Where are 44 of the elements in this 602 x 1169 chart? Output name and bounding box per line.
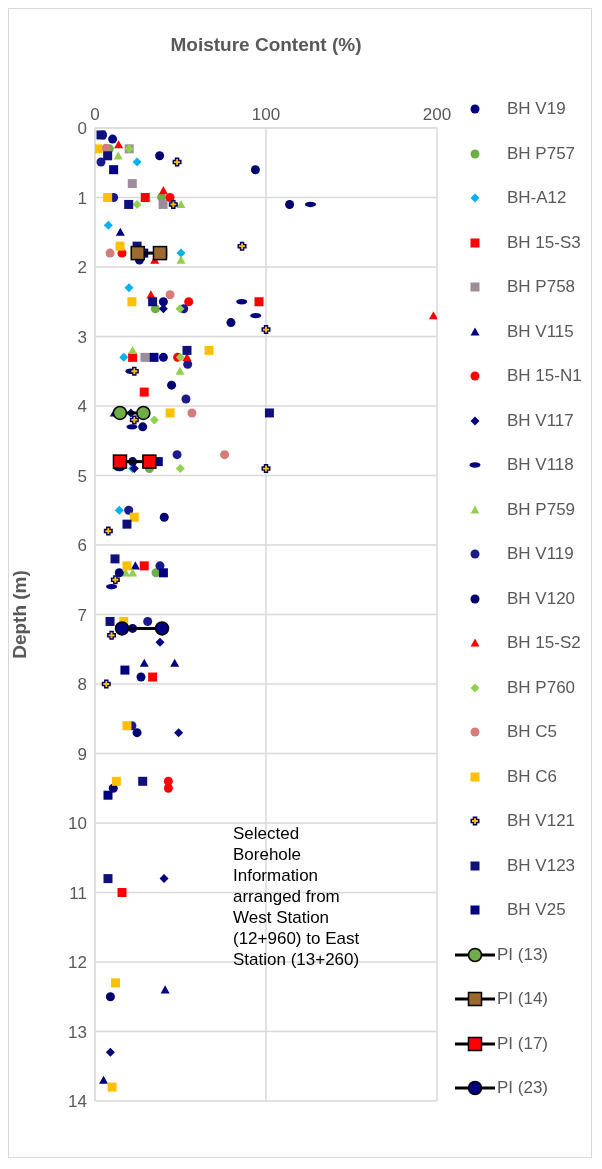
y-tick-label: 0 xyxy=(77,119,87,139)
legend-label: BH V123 xyxy=(507,855,576,876)
legend-label: BH P757 xyxy=(507,143,576,164)
legend-label: BH P759 xyxy=(507,499,576,520)
legend-label: BH 15-S3 xyxy=(507,232,581,253)
legend-label: BH P760 xyxy=(507,677,576,698)
annotation: Selected Borehole Information arranged from West Station (12+960) to East Station (13+260) xyxy=(233,823,361,970)
y-tick-label: 3 xyxy=(77,327,87,347)
legend-label: PI (17) xyxy=(497,1033,549,1054)
legend-label: BH V115 xyxy=(507,321,574,342)
x-tick-label: 100 xyxy=(251,105,281,124)
x-axis-title: Moisture Content (%) xyxy=(170,34,362,55)
x-tick-label: 0 xyxy=(90,105,100,124)
legend-label: BH V119 xyxy=(507,544,574,565)
y-tick-label: 8 xyxy=(77,675,87,695)
legend-label: BH V121 xyxy=(507,811,576,832)
legend-label: BH C6 xyxy=(507,766,558,787)
y-tick-label: 5 xyxy=(77,466,87,486)
legend-label: PI (23) xyxy=(497,1078,549,1099)
legend-label: PI (14) xyxy=(497,989,549,1010)
y-tick-label: 10 xyxy=(68,814,87,834)
legend-label: BH V118 xyxy=(507,455,574,476)
y-tick-label: 11 xyxy=(69,883,87,903)
legend-label: BH 15-S2 xyxy=(507,633,581,654)
legend-label: BH V19 xyxy=(507,99,566,120)
legend-label: BH-A12 xyxy=(507,188,567,209)
y-tick-label: 7 xyxy=(77,605,87,625)
legend-label: BH V25 xyxy=(507,900,566,921)
legend-label: BH P758 xyxy=(507,277,576,298)
y-tick-label: 1 xyxy=(77,188,87,208)
y-tick-label: 4 xyxy=(77,397,87,417)
legend-label: BH C5 xyxy=(507,722,558,743)
y-tick-label: 2 xyxy=(77,258,87,278)
x-tick-label: 200 xyxy=(422,105,452,124)
legend-label: BH V120 xyxy=(507,588,576,609)
y-axis-title: Depth (m) xyxy=(8,570,30,659)
legend-label: BH V117 xyxy=(507,410,574,431)
legend-label: BH 15-N1 xyxy=(507,366,582,387)
legend-label: PI (13) xyxy=(497,944,549,965)
y-tick-label: 6 xyxy=(77,536,87,556)
y-tick-label: 14 xyxy=(68,1092,87,1112)
y-tick-label: 13 xyxy=(68,1022,87,1042)
y-tick-label: 12 xyxy=(68,953,87,973)
y-tick-label: 9 xyxy=(77,744,87,764)
